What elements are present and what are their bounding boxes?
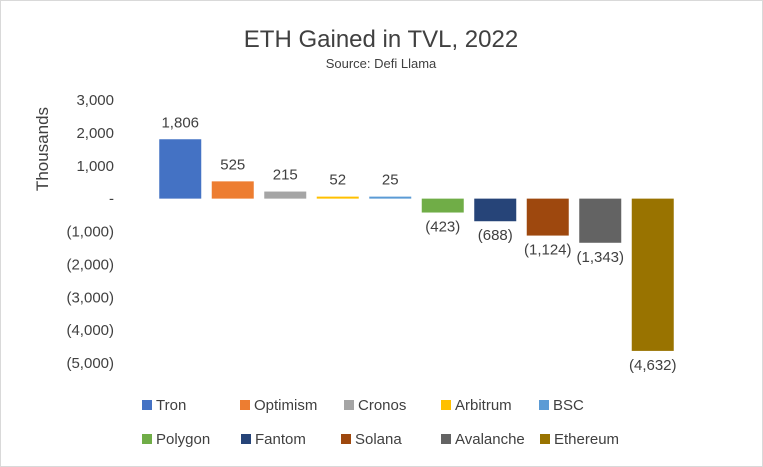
legend-swatch-tron [142, 400, 152, 410]
y-tick-label: (5,000) [66, 355, 114, 372]
legend-label-bsc: BSC [553, 397, 584, 414]
bar-polygon [421, 198, 464, 213]
bar-avalanche [579, 198, 622, 243]
data-label-avalanche: (1,343) [576, 249, 624, 266]
y-tick-label: (4,000) [66, 322, 114, 339]
y-tick-label: (1,000) [66, 224, 114, 241]
y-tick-label: 3,000 [76, 92, 114, 109]
legend: Tron Optimism Cronos Arbitrum BSC Polygon Fant… [142, 397, 619, 448]
legend-label-tron: Tron [156, 397, 186, 414]
legend-label-polygon: Polygon [156, 431, 210, 448]
y-tick-label: (3,000) [66, 289, 114, 306]
y-tick-label: 2,000 [76, 125, 114, 142]
y-axis-ticks: 3,000 2,000 1,000 - (1,000) (2,000) (3,000) (4,… [66, 92, 114, 372]
legend-swatch-avalanche [441, 434, 451, 444]
bars [159, 139, 674, 351]
data-label-arbitrum: 52 [329, 172, 346, 189]
bar-ethereum [631, 198, 674, 351]
data-label-solana: (1,124) [524, 242, 572, 259]
data-labels: 1,806 525 215 52 25 (423) (688) (1,124) (1,343) (… [161, 114, 676, 374]
legend-swatch-bsc [539, 400, 549, 410]
y-tick-label: - [109, 191, 114, 208]
bar-tron [159, 139, 202, 199]
legend-label-optimism: Optimism [254, 397, 317, 414]
data-label-ethereum: (4,632) [629, 357, 677, 374]
legend-swatch-arbitrum [441, 400, 451, 410]
legend-swatch-ethereum [540, 434, 550, 444]
y-tick-label: (2,000) [66, 256, 114, 273]
chart-subtitle: Source: Defi Llama [326, 56, 437, 71]
data-label-cronos: 215 [273, 167, 298, 184]
y-tick-label: 1,000 [76, 158, 114, 175]
legend-swatch-fantom [241, 434, 251, 444]
data-label-bsc: 25 [382, 172, 399, 189]
legend-swatch-solana [341, 434, 351, 444]
bar-arbitrum [316, 196, 359, 199]
y-axis-label: Thousands [33, 107, 52, 191]
data-label-fantom: (688) [478, 227, 513, 244]
bar-cronos [264, 191, 307, 199]
legend-label-solana: Solana [355, 431, 402, 448]
data-label-optimism: 525 [220, 156, 245, 173]
bar-fantom [474, 198, 517, 222]
data-label-tron: 1,806 [161, 114, 199, 131]
chart-title: ETH Gained in TVL, 2022 [244, 26, 518, 53]
legend-label-ethereum: Ethereum [554, 431, 619, 448]
legend-label-arbitrum: Arbitrum [455, 397, 512, 414]
bar-bsc [369, 196, 412, 199]
legend-label-cronos: Cronos [358, 397, 406, 414]
bar-solana [526, 198, 569, 236]
legend-swatch-optimism [240, 400, 250, 410]
legend-swatch-polygon [142, 434, 152, 444]
legend-label-avalanche: Avalanche [455, 431, 525, 448]
legend-label-fantom: Fantom [255, 431, 306, 448]
bar-optimism [211, 181, 254, 199]
data-label-polygon: (423) [425, 219, 460, 236]
legend-swatch-cronos [344, 400, 354, 410]
